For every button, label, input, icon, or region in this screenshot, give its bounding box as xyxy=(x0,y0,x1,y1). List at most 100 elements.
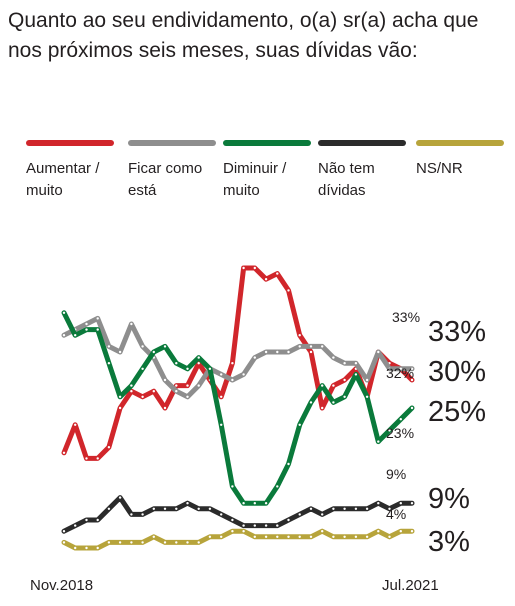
data-point-diminuir-muito xyxy=(175,362,178,365)
data-point-ns-nr xyxy=(410,530,414,533)
data-point-nao-tem-dividas xyxy=(343,507,346,510)
data-point-diminuir-muito xyxy=(85,328,88,331)
data-point-diminuir-muito xyxy=(287,462,290,466)
end-label-small-diminuir-muito: 23% xyxy=(386,425,414,441)
series-line-ficar-como-esta xyxy=(61,315,415,400)
data-point-nao-tem-dividas xyxy=(377,502,380,505)
data-point-aumentar-muito xyxy=(231,362,234,365)
data-point-diminuir-muito xyxy=(343,395,346,398)
data-point-ns-nr xyxy=(264,535,268,538)
data-point-diminuir-muito xyxy=(220,423,223,426)
data-point-ns-nr xyxy=(74,546,77,550)
data-point-ficar-como-esta xyxy=(242,373,245,376)
legend-item-diminuir: Diminuir / muito xyxy=(223,140,313,202)
data-point-ns-nr xyxy=(287,535,290,538)
data-point-ns-nr xyxy=(321,530,324,533)
data-point-ns-nr xyxy=(107,541,111,544)
legend-item-nsnr: NS/NR xyxy=(416,140,506,180)
data-point-ns-nr xyxy=(186,541,189,544)
data-point-ns-nr xyxy=(354,535,358,538)
end-label-small-aumentar-muito: 32% xyxy=(386,365,414,381)
data-point-diminuir-muito xyxy=(107,362,111,365)
data-point-aumentar-muito xyxy=(264,278,268,281)
data-point-aumentar-muito xyxy=(321,406,324,410)
data-point-ns-nr xyxy=(365,535,369,538)
legend-label-nsnr: NS/NR xyxy=(416,160,463,177)
legend-label-nao-tem: Não tem dívidas xyxy=(318,160,375,199)
data-point-diminuir-muito xyxy=(118,395,122,398)
end-label-small-ficar-como-esta: 33% xyxy=(392,309,420,325)
legend-swatch-nao-tem xyxy=(318,140,406,146)
data-point-ns-nr xyxy=(253,535,256,538)
end-label-small-ns-nr: 4% xyxy=(386,506,406,522)
series-line-aumentar-muito xyxy=(61,265,415,461)
data-point-nao-tem-dividas xyxy=(354,507,358,510)
legend-label-aumentar: Aumentar / muito xyxy=(26,160,100,199)
data-point-ficar-como-esta xyxy=(332,356,335,359)
data-point-ficar-como-esta xyxy=(220,373,223,376)
data-point-nao-tem-dividas xyxy=(253,524,256,527)
data-point-nao-tem-dividas xyxy=(231,518,234,522)
data-point-aumentar-muito xyxy=(152,390,155,393)
data-point-ficar-como-esta xyxy=(388,367,391,370)
data-point-ficar-como-esta xyxy=(118,350,122,354)
data-point-ficar-como-esta xyxy=(186,395,189,398)
data-point-aumentar-muito xyxy=(130,390,133,393)
data-point-nao-tem-dividas xyxy=(186,502,189,505)
data-point-aumentar-muito xyxy=(287,289,290,292)
data-point-ns-nr xyxy=(96,546,99,550)
data-point-ficar-como-esta xyxy=(399,367,402,370)
data-point-ns-nr xyxy=(231,530,234,533)
data-point-ns-nr xyxy=(298,535,301,538)
data-point-ficar-como-esta xyxy=(365,378,369,382)
data-point-nao-tem-dividas xyxy=(287,518,290,522)
data-point-nao-tem-dividas xyxy=(62,530,66,533)
legend-label-diminuir: Diminuir / muito xyxy=(223,160,287,199)
data-point-ficar-como-esta xyxy=(231,378,234,382)
data-point-ns-nr xyxy=(388,535,391,538)
data-point-ns-nr xyxy=(163,541,167,544)
data-point-aumentar-muito xyxy=(163,406,167,410)
data-point-aumentar-muito xyxy=(96,457,99,460)
data-point-aumentar-muito xyxy=(197,362,200,365)
data-point-ns-nr xyxy=(152,535,155,538)
end-label-small-nao-tem-dividas: 9% xyxy=(386,466,406,482)
data-point-ficar-como-esta xyxy=(175,390,178,393)
data-point-ficar-como-esta xyxy=(163,378,167,382)
data-point-diminuir-muito xyxy=(208,367,212,370)
data-point-diminuir-muito xyxy=(130,384,133,387)
legend-swatch-ficar xyxy=(128,140,216,146)
data-point-ns-nr xyxy=(62,541,66,544)
data-point-ficar-como-esta xyxy=(107,345,111,348)
data-point-nao-tem-dividas xyxy=(332,507,335,510)
data-point-ns-nr xyxy=(197,541,200,544)
end-label-big-aumentar-muito: 30% xyxy=(428,356,486,388)
data-point-ns-nr xyxy=(141,541,144,544)
data-point-diminuir-muito xyxy=(62,311,66,314)
data-point-nao-tem-dividas xyxy=(321,513,324,516)
data-point-aumentar-muito xyxy=(62,451,66,454)
legend-label-ficar: Ficar como está xyxy=(128,160,203,199)
data-point-aumentar-muito xyxy=(118,406,122,410)
data-point-aumentar-muito xyxy=(107,446,111,449)
data-point-ns-nr xyxy=(332,535,335,538)
data-point-ficar-como-esta xyxy=(96,317,99,320)
data-point-nao-tem-dividas xyxy=(74,524,77,527)
data-point-ns-nr xyxy=(242,530,245,533)
data-point-aumentar-muito xyxy=(220,395,223,398)
data-point-diminuir-muito xyxy=(332,401,335,404)
series-line-diminuir-muito xyxy=(61,310,415,506)
data-point-diminuir-muito xyxy=(186,367,189,370)
data-point-ficar-como-esta xyxy=(309,345,313,348)
data-point-aumentar-muito xyxy=(175,384,178,387)
data-point-aumentar-muito xyxy=(242,266,245,270)
data-point-nao-tem-dividas xyxy=(208,507,212,510)
data-point-diminuir-muito xyxy=(354,373,358,376)
series-line-ns-nr xyxy=(61,528,415,551)
data-point-nao-tem-dividas xyxy=(175,507,178,510)
data-point-nao-tem-dividas xyxy=(118,496,122,499)
data-point-aumentar-muito xyxy=(332,384,335,387)
data-point-nao-tem-dividas xyxy=(141,513,144,516)
data-point-ficar-como-esta xyxy=(85,322,88,326)
